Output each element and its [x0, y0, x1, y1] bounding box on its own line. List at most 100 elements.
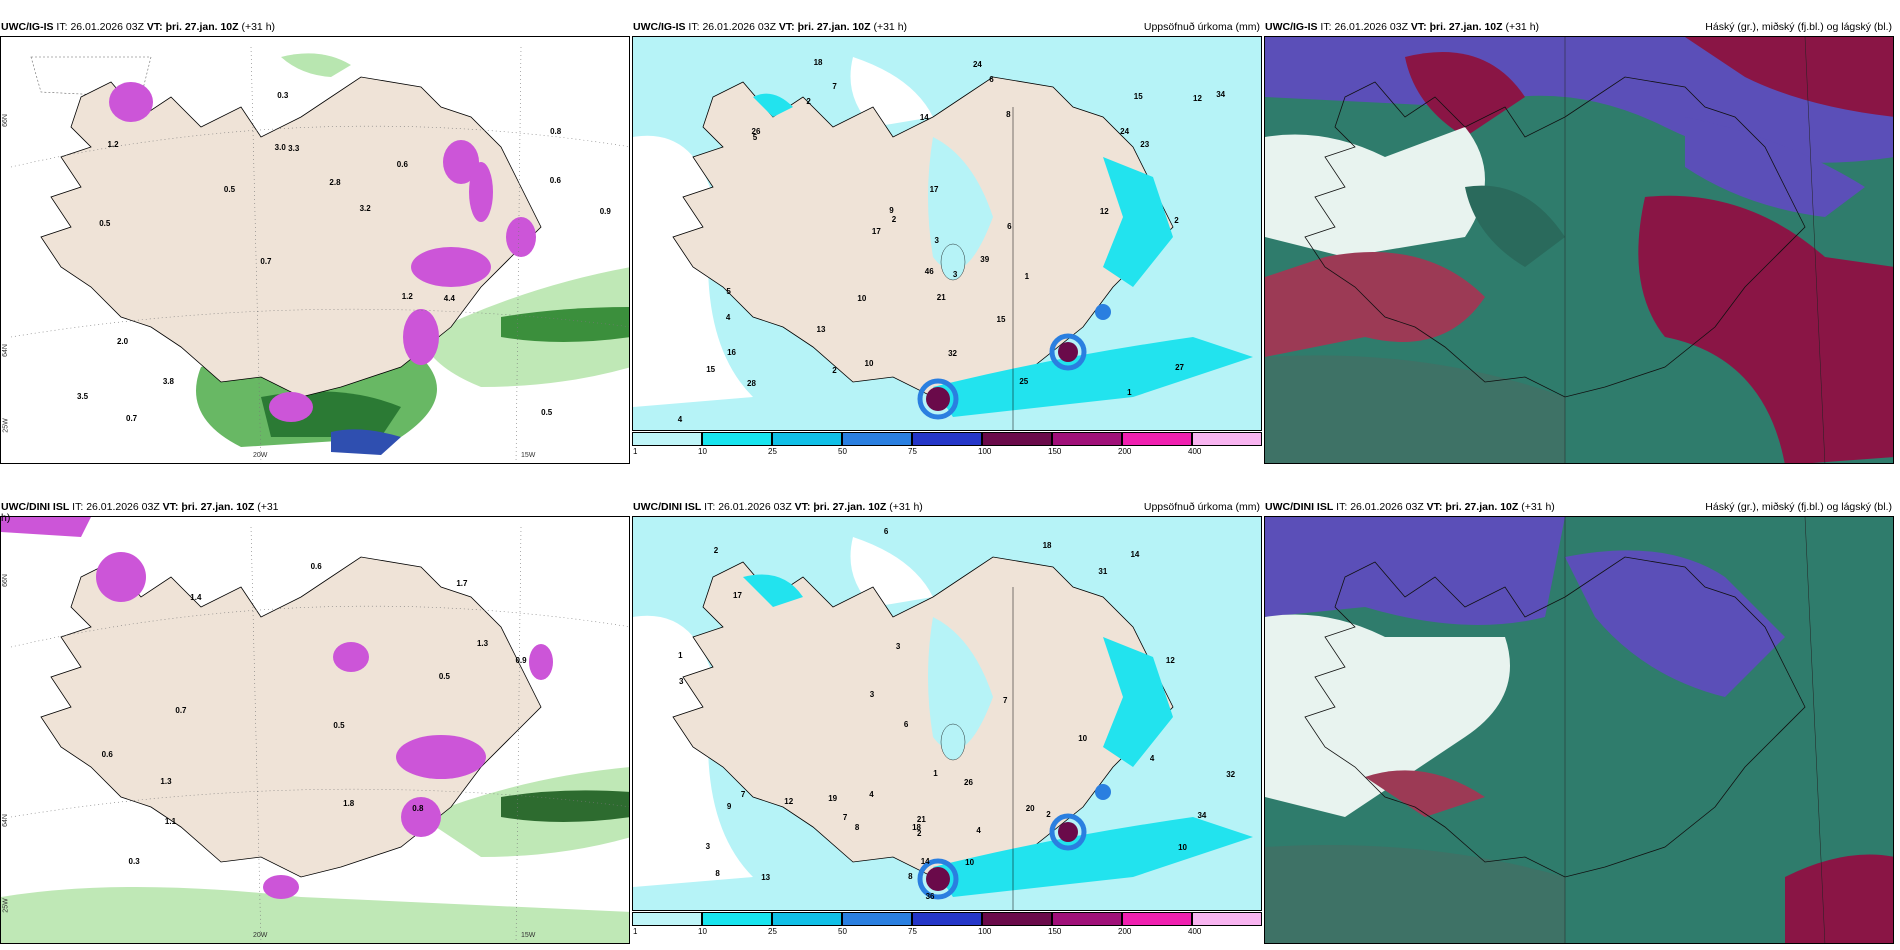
colorbar-tick: 50: [838, 927, 847, 936]
colorbar-tick: 75: [908, 447, 917, 456]
colorbar-swatch: [982, 432, 1052, 446]
colorbar: 1 10 25 50 75 100 150 200 400: [632, 432, 1262, 458]
lat-label: 25W: [2, 418, 10, 433]
lead-time: (+31 h): [241, 21, 276, 33]
map-value-label: 9: [889, 206, 894, 216]
colorbar-tick: 150: [1048, 927, 1062, 936]
map-value-label: 12: [784, 796, 794, 806]
lon-label: 20W: [253, 452, 268, 459]
map-svg: [1265, 37, 1893, 463]
map-value-label: 26: [964, 777, 973, 787]
lat-label: 64N: [1, 344, 9, 357]
it-value: 26.01.2026 03Z: [702, 21, 776, 33]
map-value-label: 1: [1024, 271, 1030, 281]
vt-value: þri. 27.jan. 10Z: [165, 21, 239, 33]
map-value-label: 23: [1140, 140, 1150, 150]
vt-value: þri. 27.jan. 10Z: [797, 21, 871, 33]
vt-label: VT:: [146, 21, 163, 33]
map-value-label: 3.8: [162, 377, 174, 387]
colorbar-tick: 400: [1188, 927, 1202, 936]
panel-top-middle: UWC/IG-IS IT: 26.01.2026 03Z VT: þri. 27…: [632, 18, 1262, 465]
map-value-label: 6: [1007, 222, 1012, 232]
map-value-label: 9: [726, 802, 732, 812]
colorbar-swatch: [842, 432, 912, 446]
it-value: 26.01.2026 03Z: [1334, 21, 1408, 33]
map-value-label: 6: [989, 74, 994, 84]
map-value-label: 1.2: [107, 139, 119, 149]
map-value-label: 1.1: [164, 816, 177, 826]
map-value-label: 27: [1175, 362, 1185, 372]
map-value-label: 18: [912, 822, 921, 832]
map-value-label: 2: [713, 545, 719, 555]
colorbar-swatch: [1122, 912, 1192, 926]
map-value-label: 10: [965, 858, 975, 868]
map-value-label: 1: [1127, 387, 1132, 397]
colorbar-swatch: [772, 912, 842, 926]
map-value-label: 21: [916, 815, 926, 825]
model-name: UWC/DINI ISL: [1265, 501, 1334, 513]
map-value-label: 3: [869, 689, 875, 699]
lat-label: 25W: [2, 898, 10, 913]
map-value-label: 36: [925, 892, 935, 902]
lead-time-wrap: h): [1, 512, 11, 524]
map-value-label: 16: [727, 348, 736, 358]
map-value-label: 13: [816, 325, 826, 335]
map-value-label: 7: [842, 813, 848, 823]
product-title: Uppsöfnuð úrkoma (mm): [1143, 501, 1260, 513]
panel-top-right: UWC/IG-IS IT: 26.01.2026 03Z VT: þri. 27…: [1264, 18, 1894, 465]
panel-header: UWC/IG-IS IT: 26.01.2026 03Z VT: þri. 27…: [632, 18, 1262, 36]
map-value-label: 10: [864, 359, 874, 369]
map-value-label: 8: [854, 823, 860, 833]
map-svg: [1265, 517, 1893, 943]
colorbar-tick: 10: [698, 447, 707, 456]
cloud-cover-map: [1264, 36, 1894, 464]
model-name: UWC/IG-IS: [633, 21, 686, 33]
it-label: IT:: [704, 501, 716, 513]
map-value-label: 32: [948, 349, 957, 359]
map-value-label: 4: [1149, 754, 1155, 764]
model-name: UWC/DINI ISL: [1, 501, 70, 513]
colorbar-tick: 25: [768, 927, 777, 936]
it-label: IT:: [1320, 21, 1332, 33]
map-value-label: 0.6: [101, 750, 113, 760]
map-value-label: 15: [706, 365, 716, 375]
precip-accum-map: 2 2 2 1 4 5 6 2 10 12 24 7 26 34 10 6 28 23 24 25 5 9 12 17 46 27…: [632, 36, 1262, 431]
map-value-label: 0.5: [99, 218, 111, 228]
map-value-label: 20: [1025, 804, 1035, 814]
map-value-label: 3.2: [359, 203, 371, 213]
colorbar-swatch: [982, 912, 1052, 926]
colorbar-tick: 10: [698, 927, 707, 936]
map-value-label: 3: [952, 269, 958, 279]
map-value-label: 24: [1120, 126, 1130, 136]
vt-label: VT:: [1426, 501, 1443, 513]
map-value-label: 2: [916, 828, 922, 838]
map-value-label: 18: [813, 58, 823, 68]
lon-label: 15W: [521, 452, 536, 459]
map-value-label: 26: [751, 127, 761, 137]
map-value-label: 2: [832, 365, 837, 375]
map-value-label: 1.7: [456, 578, 468, 588]
map-svg: [1, 37, 629, 463]
it-label: IT:: [72, 501, 84, 513]
map-value-label: 0.8: [412, 803, 424, 813]
map-value-label: 24: [972, 60, 982, 70]
vt-value: þri. 27.jan. 10Z: [181, 501, 255, 513]
model-name: UWC/IG-IS: [1265, 21, 1318, 33]
map-value-label: 2: [1174, 215, 1179, 225]
it-value: 26.01.2026 03Z: [86, 501, 160, 513]
panel-bottom-middle: UWC/DINI ISL IT: 26.01.2026 03Z VT: þri.…: [632, 498, 1262, 945]
map-value-label: 1.3: [476, 638, 489, 648]
map-value-label: 1.3: [160, 777, 172, 787]
map-value-label: 34: [1197, 811, 1207, 821]
map-value-label: 13: [761, 873, 771, 883]
map-value-label: 2: [806, 97, 811, 107]
map-value-label: 14: [920, 856, 930, 866]
map-value-label: 7: [740, 789, 746, 799]
map-value-label: 2: [891, 215, 897, 225]
lat-label: 66N: [1, 114, 9, 127]
map-value-label: 1: [678, 650, 683, 660]
lead-time: (+31 h): [889, 501, 923, 513]
map-value-label: 5: [726, 287, 731, 297]
lon-label: 20W: [253, 932, 268, 939]
map-value-label: 12: [1193, 94, 1202, 104]
